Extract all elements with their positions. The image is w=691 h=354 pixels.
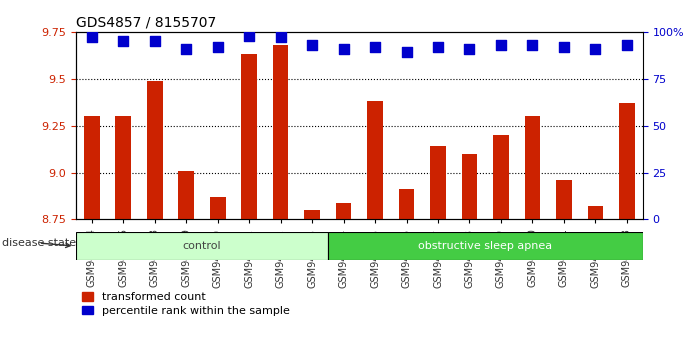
Bar bbox=[210, 197, 225, 219]
Point bbox=[621, 42, 632, 48]
Point bbox=[149, 38, 160, 44]
Text: GDS4857 / 8155707: GDS4857 / 8155707 bbox=[76, 15, 216, 29]
Bar bbox=[304, 210, 320, 219]
Point bbox=[558, 44, 569, 50]
Point bbox=[433, 44, 444, 50]
Bar bbox=[493, 135, 509, 219]
Bar bbox=[146, 81, 162, 219]
Legend: transformed count, percentile rank within the sample: transformed count, percentile rank withi… bbox=[82, 292, 290, 316]
Text: disease state: disease state bbox=[1, 238, 75, 248]
Point bbox=[117, 38, 129, 44]
Text: control: control bbox=[182, 241, 221, 251]
Bar bbox=[399, 189, 415, 219]
Bar bbox=[178, 171, 194, 219]
Point bbox=[275, 35, 286, 40]
Bar bbox=[241, 55, 257, 219]
Bar bbox=[336, 202, 352, 219]
Bar bbox=[115, 116, 131, 219]
Bar bbox=[587, 206, 603, 219]
Bar bbox=[367, 101, 383, 219]
Point bbox=[495, 42, 507, 48]
Point bbox=[370, 44, 381, 50]
Point bbox=[401, 50, 412, 55]
Point bbox=[212, 44, 223, 50]
Bar bbox=[430, 146, 446, 219]
Bar bbox=[524, 116, 540, 219]
Bar bbox=[76, 232, 328, 260]
Point bbox=[464, 46, 475, 52]
Point bbox=[244, 33, 255, 39]
Bar bbox=[328, 232, 643, 260]
Text: obstructive sleep apnea: obstructive sleep apnea bbox=[418, 241, 552, 251]
Point bbox=[527, 42, 538, 48]
Bar bbox=[273, 45, 289, 219]
Bar bbox=[619, 103, 635, 219]
Point bbox=[180, 46, 191, 52]
Point bbox=[86, 35, 97, 40]
Bar bbox=[462, 154, 477, 219]
Bar bbox=[84, 116, 100, 219]
Point bbox=[590, 46, 601, 52]
Point bbox=[338, 46, 349, 52]
Point bbox=[307, 42, 318, 48]
Bar bbox=[556, 180, 571, 219]
